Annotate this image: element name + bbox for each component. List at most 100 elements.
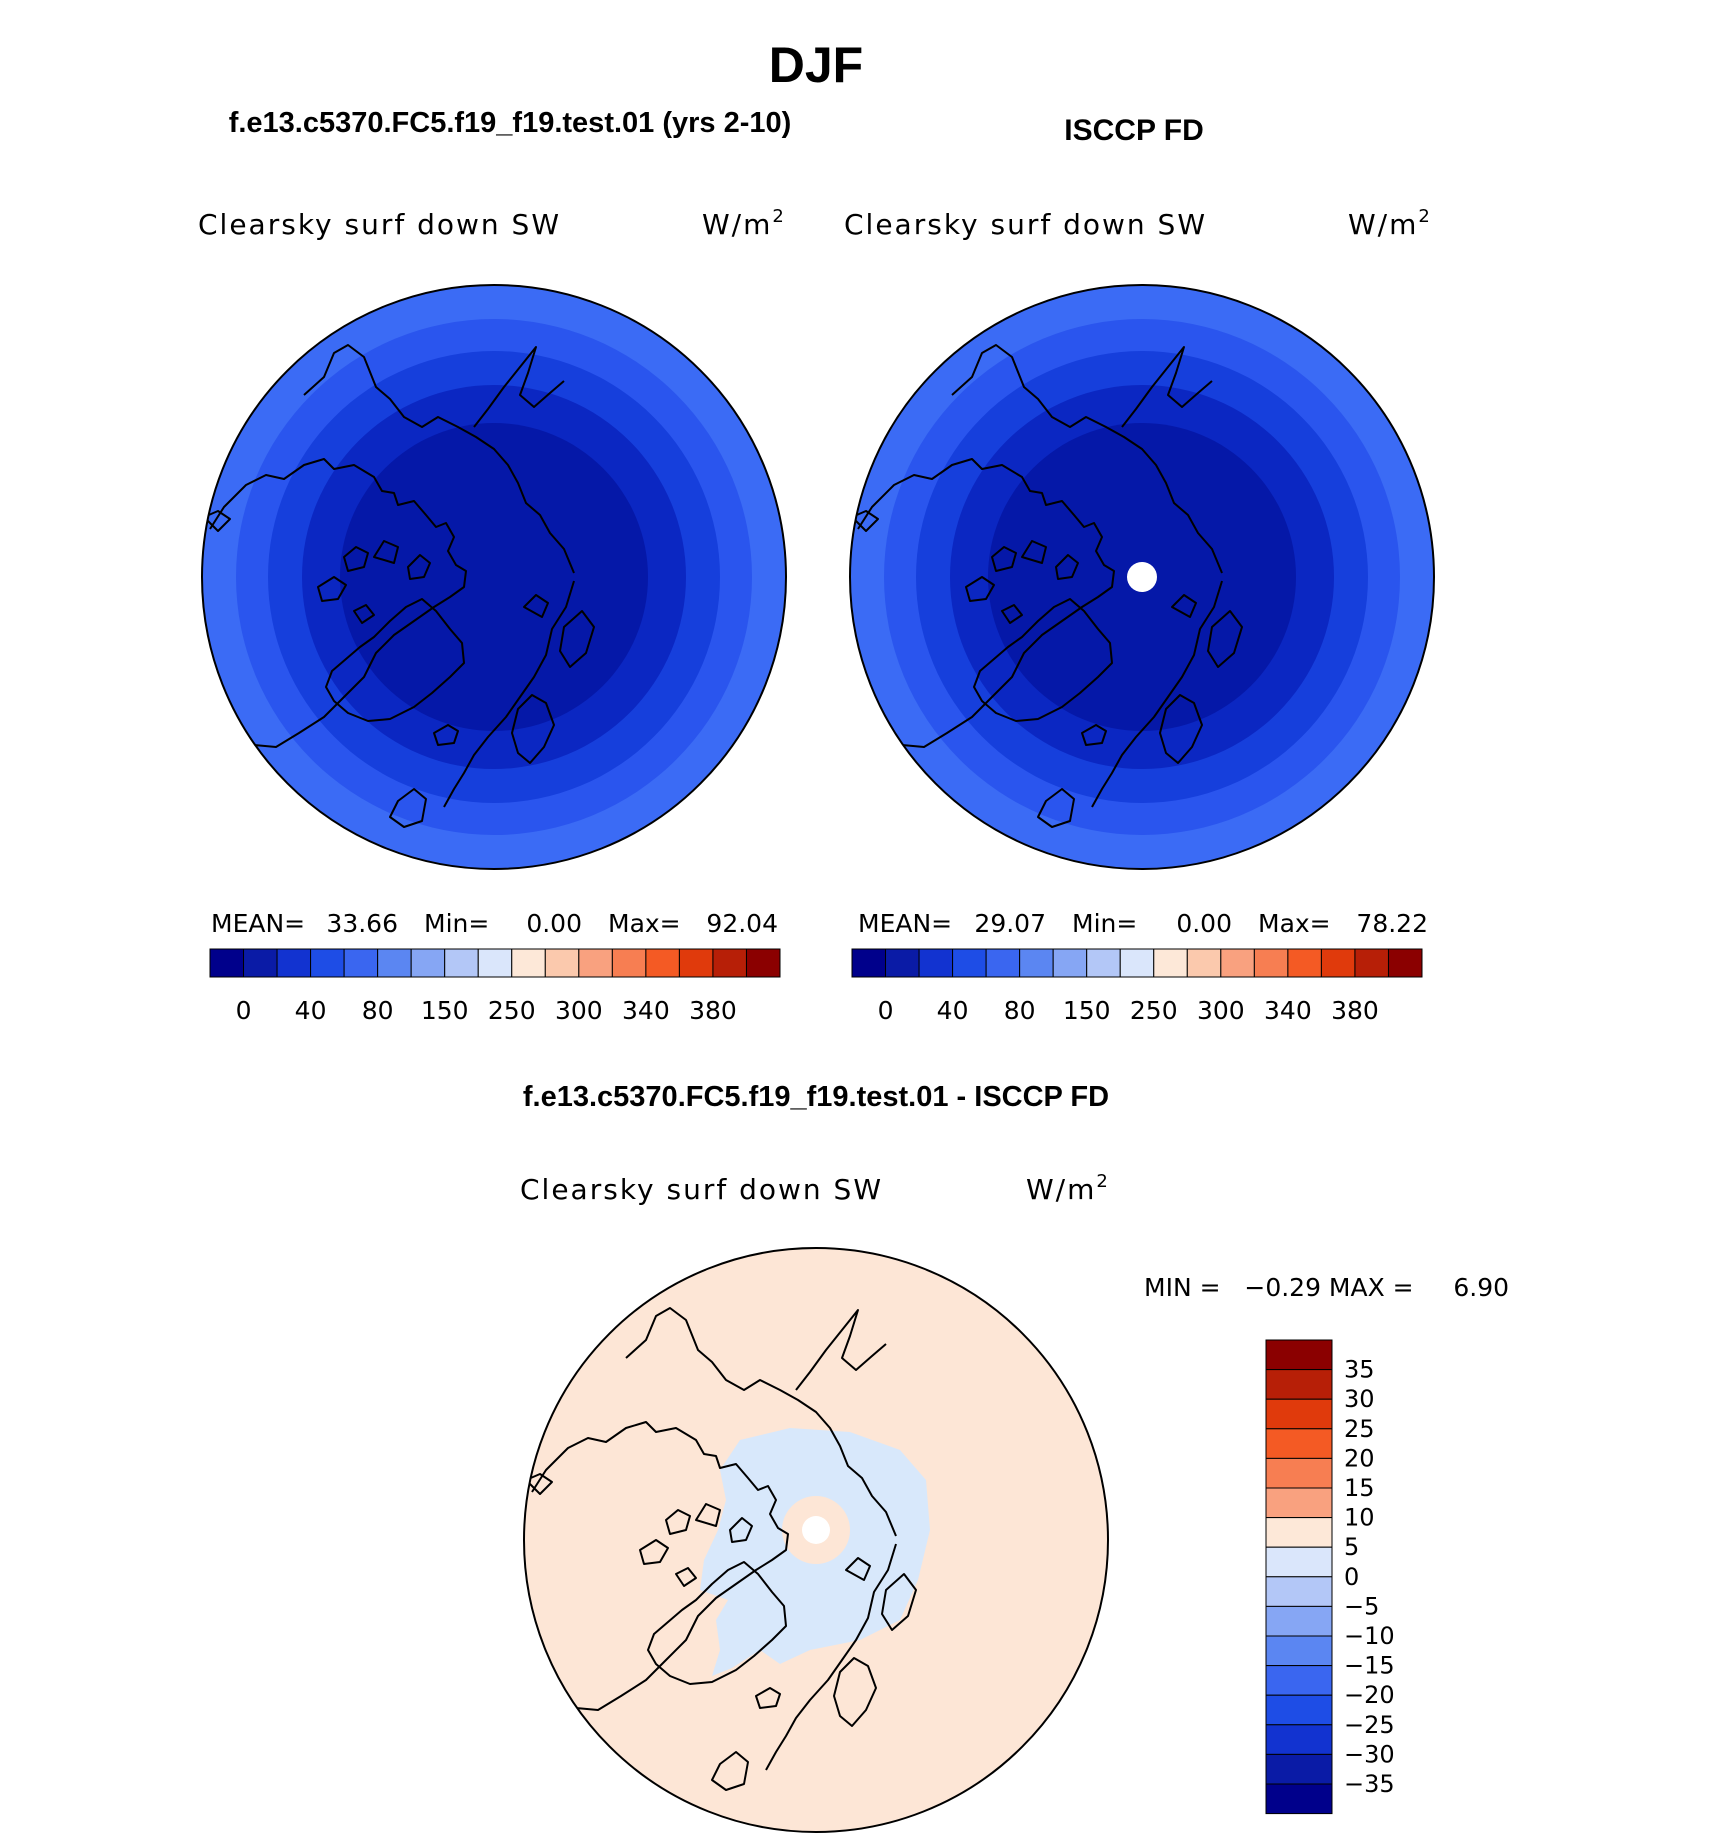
map-border bbox=[523, 1247, 1109, 1833]
colorbar-swatch bbox=[243, 948, 278, 978]
colorbar-tick-label: 0 bbox=[878, 996, 894, 1025]
colorbar-tick-label: −5 bbox=[1344, 1592, 1379, 1620]
colorbar-tick-label: 25 bbox=[1344, 1415, 1375, 1443]
colorbar-tick-label: 15 bbox=[1344, 1474, 1375, 1502]
svg-text:0.00: 0.00 bbox=[1176, 909, 1232, 938]
colorbar-tick-label: 150 bbox=[1063, 996, 1111, 1025]
colorbar-swatch bbox=[377, 948, 412, 978]
diff-units-label: W/m2 bbox=[1026, 1171, 1110, 1206]
diff-variable-label: Clearsky surf down SW bbox=[520, 1173, 883, 1206]
colorbar-swatch bbox=[1387, 948, 1423, 978]
colorbar-swatch bbox=[1265, 1487, 1333, 1519]
colorbar-tick-label: 300 bbox=[555, 996, 603, 1025]
colorbar-swatch bbox=[918, 948, 954, 978]
colorbar-swatch bbox=[209, 948, 245, 978]
colorbar-swatch bbox=[578, 948, 613, 978]
colorbar-swatch bbox=[851, 948, 887, 978]
colorbar-tick-label: −30 bbox=[1344, 1740, 1395, 1768]
colorbar-tick-label: −15 bbox=[1344, 1652, 1395, 1680]
colorbar-swatch bbox=[885, 948, 920, 978]
colorbar-swatch bbox=[1265, 1398, 1333, 1430]
colorbar-tick-label: 380 bbox=[689, 996, 737, 1025]
panel-title-obs: ISCCP FD bbox=[1064, 114, 1203, 147]
map-border bbox=[849, 284, 1435, 870]
colorbar-tick-label: 0 bbox=[1344, 1563, 1359, 1591]
missing-pole bbox=[802, 1516, 830, 1544]
svg-text:MEAN=: MEAN= bbox=[858, 909, 952, 938]
colorbar-tick-label: 150 bbox=[421, 996, 469, 1025]
map-difference bbox=[524, 1248, 1108, 1832]
colorbar-swatch bbox=[1287, 948, 1322, 978]
colorbar-swatch bbox=[1019, 948, 1054, 978]
colorbar-swatch bbox=[276, 948, 312, 978]
svg-text:Min=: Min= bbox=[1072, 909, 1137, 938]
svg-text:0.00: 0.00 bbox=[526, 909, 582, 938]
colorbar-swatch bbox=[1265, 1369, 1333, 1400]
svg-text:MEAN=: MEAN= bbox=[211, 909, 305, 938]
colorbar-swatch bbox=[645, 948, 680, 978]
colorbar-swatch bbox=[1265, 1457, 1333, 1489]
colorbar-swatch bbox=[1186, 948, 1222, 978]
colorbar-swatch bbox=[985, 948, 1021, 978]
svg-text:78.22: 78.22 bbox=[1356, 909, 1428, 938]
colorbar-swatch bbox=[310, 948, 345, 978]
colorbar-swatch bbox=[1220, 948, 1255, 978]
svg-text:Min=: Min= bbox=[424, 909, 489, 938]
colorbar-swatch bbox=[952, 948, 987, 978]
colorbar-swatch bbox=[544, 948, 580, 978]
colorbar-tick-label: 380 bbox=[1331, 996, 1379, 1025]
colorbar-tick-label: 35 bbox=[1344, 1356, 1375, 1384]
colorbar-swatch bbox=[611, 948, 647, 978]
colorbar-tick-label: 80 bbox=[1004, 996, 1036, 1025]
colorbar-swatch bbox=[1253, 948, 1289, 978]
colorbar-swatch bbox=[1265, 1339, 1333, 1371]
colorbar-swatch bbox=[1265, 1546, 1333, 1578]
svg-text:33.66: 33.66 bbox=[326, 909, 398, 938]
colorbar-tick-label: 300 bbox=[1197, 996, 1245, 1025]
map-border bbox=[201, 284, 787, 870]
colorbar-tick-label: 10 bbox=[1344, 1504, 1375, 1532]
map-model bbox=[202, 285, 786, 869]
colorbar-swatch bbox=[1265, 1517, 1333, 1548]
diff-warm-edge-nw bbox=[600, 1248, 760, 1260]
left-stats: MEAN= 33.66 Min= 0.00 Max= 92.04 bbox=[211, 909, 778, 938]
core bbox=[340, 423, 648, 731]
colorbar-tick-label: 340 bbox=[622, 996, 670, 1025]
left-variable-label: Clearsky surf down SW bbox=[198, 208, 561, 241]
colorbar-tick-label: 40 bbox=[295, 996, 327, 1025]
right-stats: MEAN= 29.07 Min= 0.00 Max= 78.22 bbox=[858, 909, 1428, 938]
colorbar-swatch bbox=[1265, 1783, 1333, 1815]
colorbar-swatch bbox=[1265, 1694, 1333, 1726]
map-obs bbox=[850, 285, 1434, 869]
colorbar-model: 0 40 80 150 250 300 340 380 bbox=[209, 948, 781, 1025]
colorbar-swatch bbox=[745, 948, 781, 978]
svg-text:29.07: 29.07 bbox=[974, 909, 1046, 938]
diff-min-max: MIN = −0.29 MAX = 6.90 bbox=[1144, 1273, 1509, 1302]
colorbar-swatch bbox=[1265, 1605, 1333, 1637]
right-variable-label: Clearsky surf down SW bbox=[844, 208, 1207, 241]
colorbar-swatch bbox=[410, 948, 446, 978]
colorbar-swatch bbox=[511, 948, 546, 978]
svg-text:Max=: Max= bbox=[1258, 909, 1331, 938]
colorbar-tick-label: −20 bbox=[1344, 1681, 1395, 1709]
left-units-label: W/m2 bbox=[702, 206, 786, 241]
colorbar-swatch bbox=[1119, 948, 1155, 978]
colorbar-swatch bbox=[1153, 948, 1188, 978]
colorbar-tick-label: 80 bbox=[362, 996, 394, 1025]
colorbar-swatch bbox=[1052, 948, 1088, 978]
colorbar-swatch bbox=[1265, 1724, 1333, 1755]
colorbar-swatch bbox=[1354, 948, 1389, 978]
svg-text:Max=: Max= bbox=[608, 909, 681, 938]
colorbar-swatch bbox=[1265, 1576, 1333, 1607]
colorbar-tick-label: 20 bbox=[1344, 1444, 1375, 1472]
colorbar-swatch bbox=[678, 948, 714, 978]
missing-pole bbox=[1127, 562, 1157, 592]
colorbar-swatch bbox=[712, 948, 747, 978]
colorbar-tick-label: 340 bbox=[1264, 996, 1312, 1025]
colorbar-tick-label: 30 bbox=[1344, 1385, 1375, 1413]
colorbar-swatch bbox=[343, 948, 379, 978]
colorbar-tick-label: 250 bbox=[488, 996, 536, 1025]
colorbar-swatch bbox=[1265, 1635, 1333, 1667]
svg-text:92.04: 92.04 bbox=[706, 909, 778, 938]
